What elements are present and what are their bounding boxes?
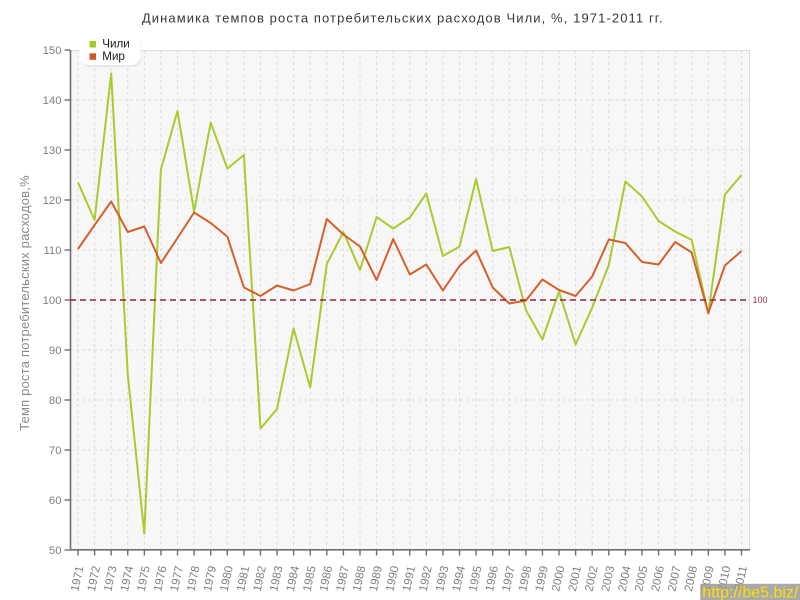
svg-text:1978: 1978 (184, 565, 202, 593)
svg-text:120: 120 (43, 195, 62, 207)
svg-text:70: 70 (49, 445, 62, 457)
svg-text:150: 150 (43, 45, 62, 57)
svg-text:1990: 1990 (384, 565, 402, 593)
svg-text:1991: 1991 (400, 565, 418, 593)
svg-text:1992: 1992 (417, 565, 435, 593)
svg-text:1981: 1981 (234, 565, 252, 593)
svg-text:1993: 1993 (433, 565, 451, 593)
svg-text:1987: 1987 (334, 565, 352, 593)
svg-text:1994: 1994 (450, 564, 468, 592)
svg-text:1977: 1977 (168, 565, 186, 593)
svg-text:1984: 1984 (284, 564, 302, 592)
svg-text:1980: 1980 (218, 565, 236, 593)
svg-text:2007: 2007 (666, 565, 684, 593)
svg-text:1996: 1996 (483, 565, 501, 593)
svg-text:1975: 1975 (135, 565, 153, 593)
svg-text:140: 140 (43, 95, 62, 107)
svg-text:2005: 2005 (632, 565, 650, 593)
svg-text:1973: 1973 (102, 565, 120, 593)
svg-text:100: 100 (753, 295, 768, 305)
svg-text:2001: 2001 (566, 565, 584, 593)
svg-text:2006: 2006 (649, 565, 667, 593)
svg-text:1986: 1986 (317, 565, 335, 593)
svg-text:1976: 1976 (151, 565, 169, 593)
svg-text:1974: 1974 (118, 564, 136, 592)
svg-text:http://be5.biz/: http://be5.biz/ (702, 585, 799, 600)
svg-text:100: 100 (43, 295, 62, 307)
svg-text:60: 60 (49, 495, 62, 507)
svg-text:2008: 2008 (682, 565, 700, 593)
svg-text:1995: 1995 (466, 565, 484, 593)
svg-text:2004: 2004 (616, 564, 634, 592)
svg-text:1989: 1989 (367, 565, 385, 593)
svg-text:1983: 1983 (267, 565, 285, 593)
svg-text:Чили: Чили (102, 37, 129, 50)
svg-text:1998: 1998 (516, 565, 534, 593)
svg-text:2002: 2002 (583, 565, 601, 593)
svg-text:1979: 1979 (201, 565, 219, 593)
svg-text:1972: 1972 (85, 565, 103, 593)
svg-text:Темп роста потребительских рас: Темп роста потребительских расходов,% (17, 175, 32, 431)
svg-text:110: 110 (43, 245, 61, 257)
svg-text:Динамика темпов роста потребит: Динамика темпов роста потребительских ра… (142, 11, 664, 26)
svg-text:130: 130 (43, 145, 62, 157)
svg-text:1999: 1999 (533, 565, 551, 593)
svg-text:1988: 1988 (350, 565, 368, 593)
svg-text:2003: 2003 (599, 565, 617, 593)
svg-text:2000: 2000 (549, 565, 567, 593)
svg-text:1971: 1971 (68, 565, 86, 593)
svg-text:50: 50 (49, 545, 62, 557)
svg-text:90: 90 (49, 345, 62, 357)
svg-text:1985: 1985 (301, 565, 319, 593)
svg-text:80: 80 (49, 395, 62, 407)
svg-text:1982: 1982 (251, 565, 269, 593)
svg-text:Мир: Мир (102, 50, 125, 63)
svg-text:1997: 1997 (500, 565, 518, 593)
